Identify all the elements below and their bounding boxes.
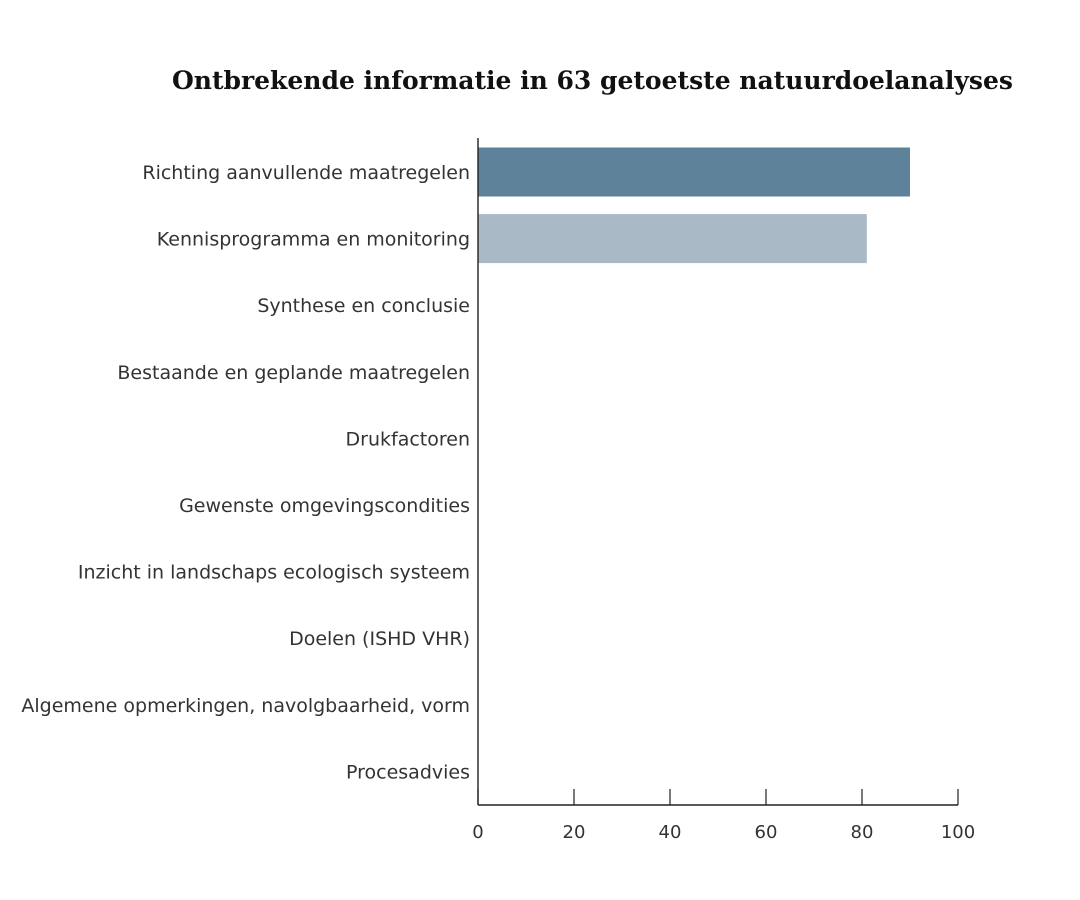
category-label: Bestaande en geplande maatregelen xyxy=(117,362,470,384)
category-label: Richting aanvullende maatregelen xyxy=(142,162,470,184)
x-ticks-group: 0 20 40 60 80 100 xyxy=(472,789,975,843)
x-tick-label: 100 xyxy=(941,822,975,843)
category-label: Procesadvies xyxy=(346,761,470,783)
category-label: Kennisprogramma en monitoring xyxy=(157,229,470,251)
bar-2 xyxy=(478,214,867,264)
x-tick-label: 40 xyxy=(659,822,682,843)
x-tick-label: 60 xyxy=(755,822,778,843)
category-label: Algemene opmerkingen, navolgbaarheid, vo… xyxy=(21,695,470,717)
category-label: Synthese en conclusie xyxy=(257,295,470,317)
category-label: Doelen (ISHD VHR) xyxy=(289,628,470,650)
category-label: Inzicht in landschaps ecologisch systeem xyxy=(78,562,470,584)
bars-group xyxy=(478,147,910,264)
category-label: Drukfactoren xyxy=(346,428,470,450)
x-tick-label: 80 xyxy=(851,822,874,843)
axes-group xyxy=(477,138,958,806)
x-tick-label: 20 xyxy=(563,822,586,843)
chart-title: Ontbrekende informatie in 63 getoetste n… xyxy=(172,66,1013,95)
bar-1 xyxy=(478,147,910,197)
category-label: Gewenste omgevingscondities xyxy=(179,495,470,517)
category-labels-group: Richting aanvullende maatregelen Kennispr… xyxy=(21,162,470,783)
x-tick-label: 0 xyxy=(472,822,483,843)
